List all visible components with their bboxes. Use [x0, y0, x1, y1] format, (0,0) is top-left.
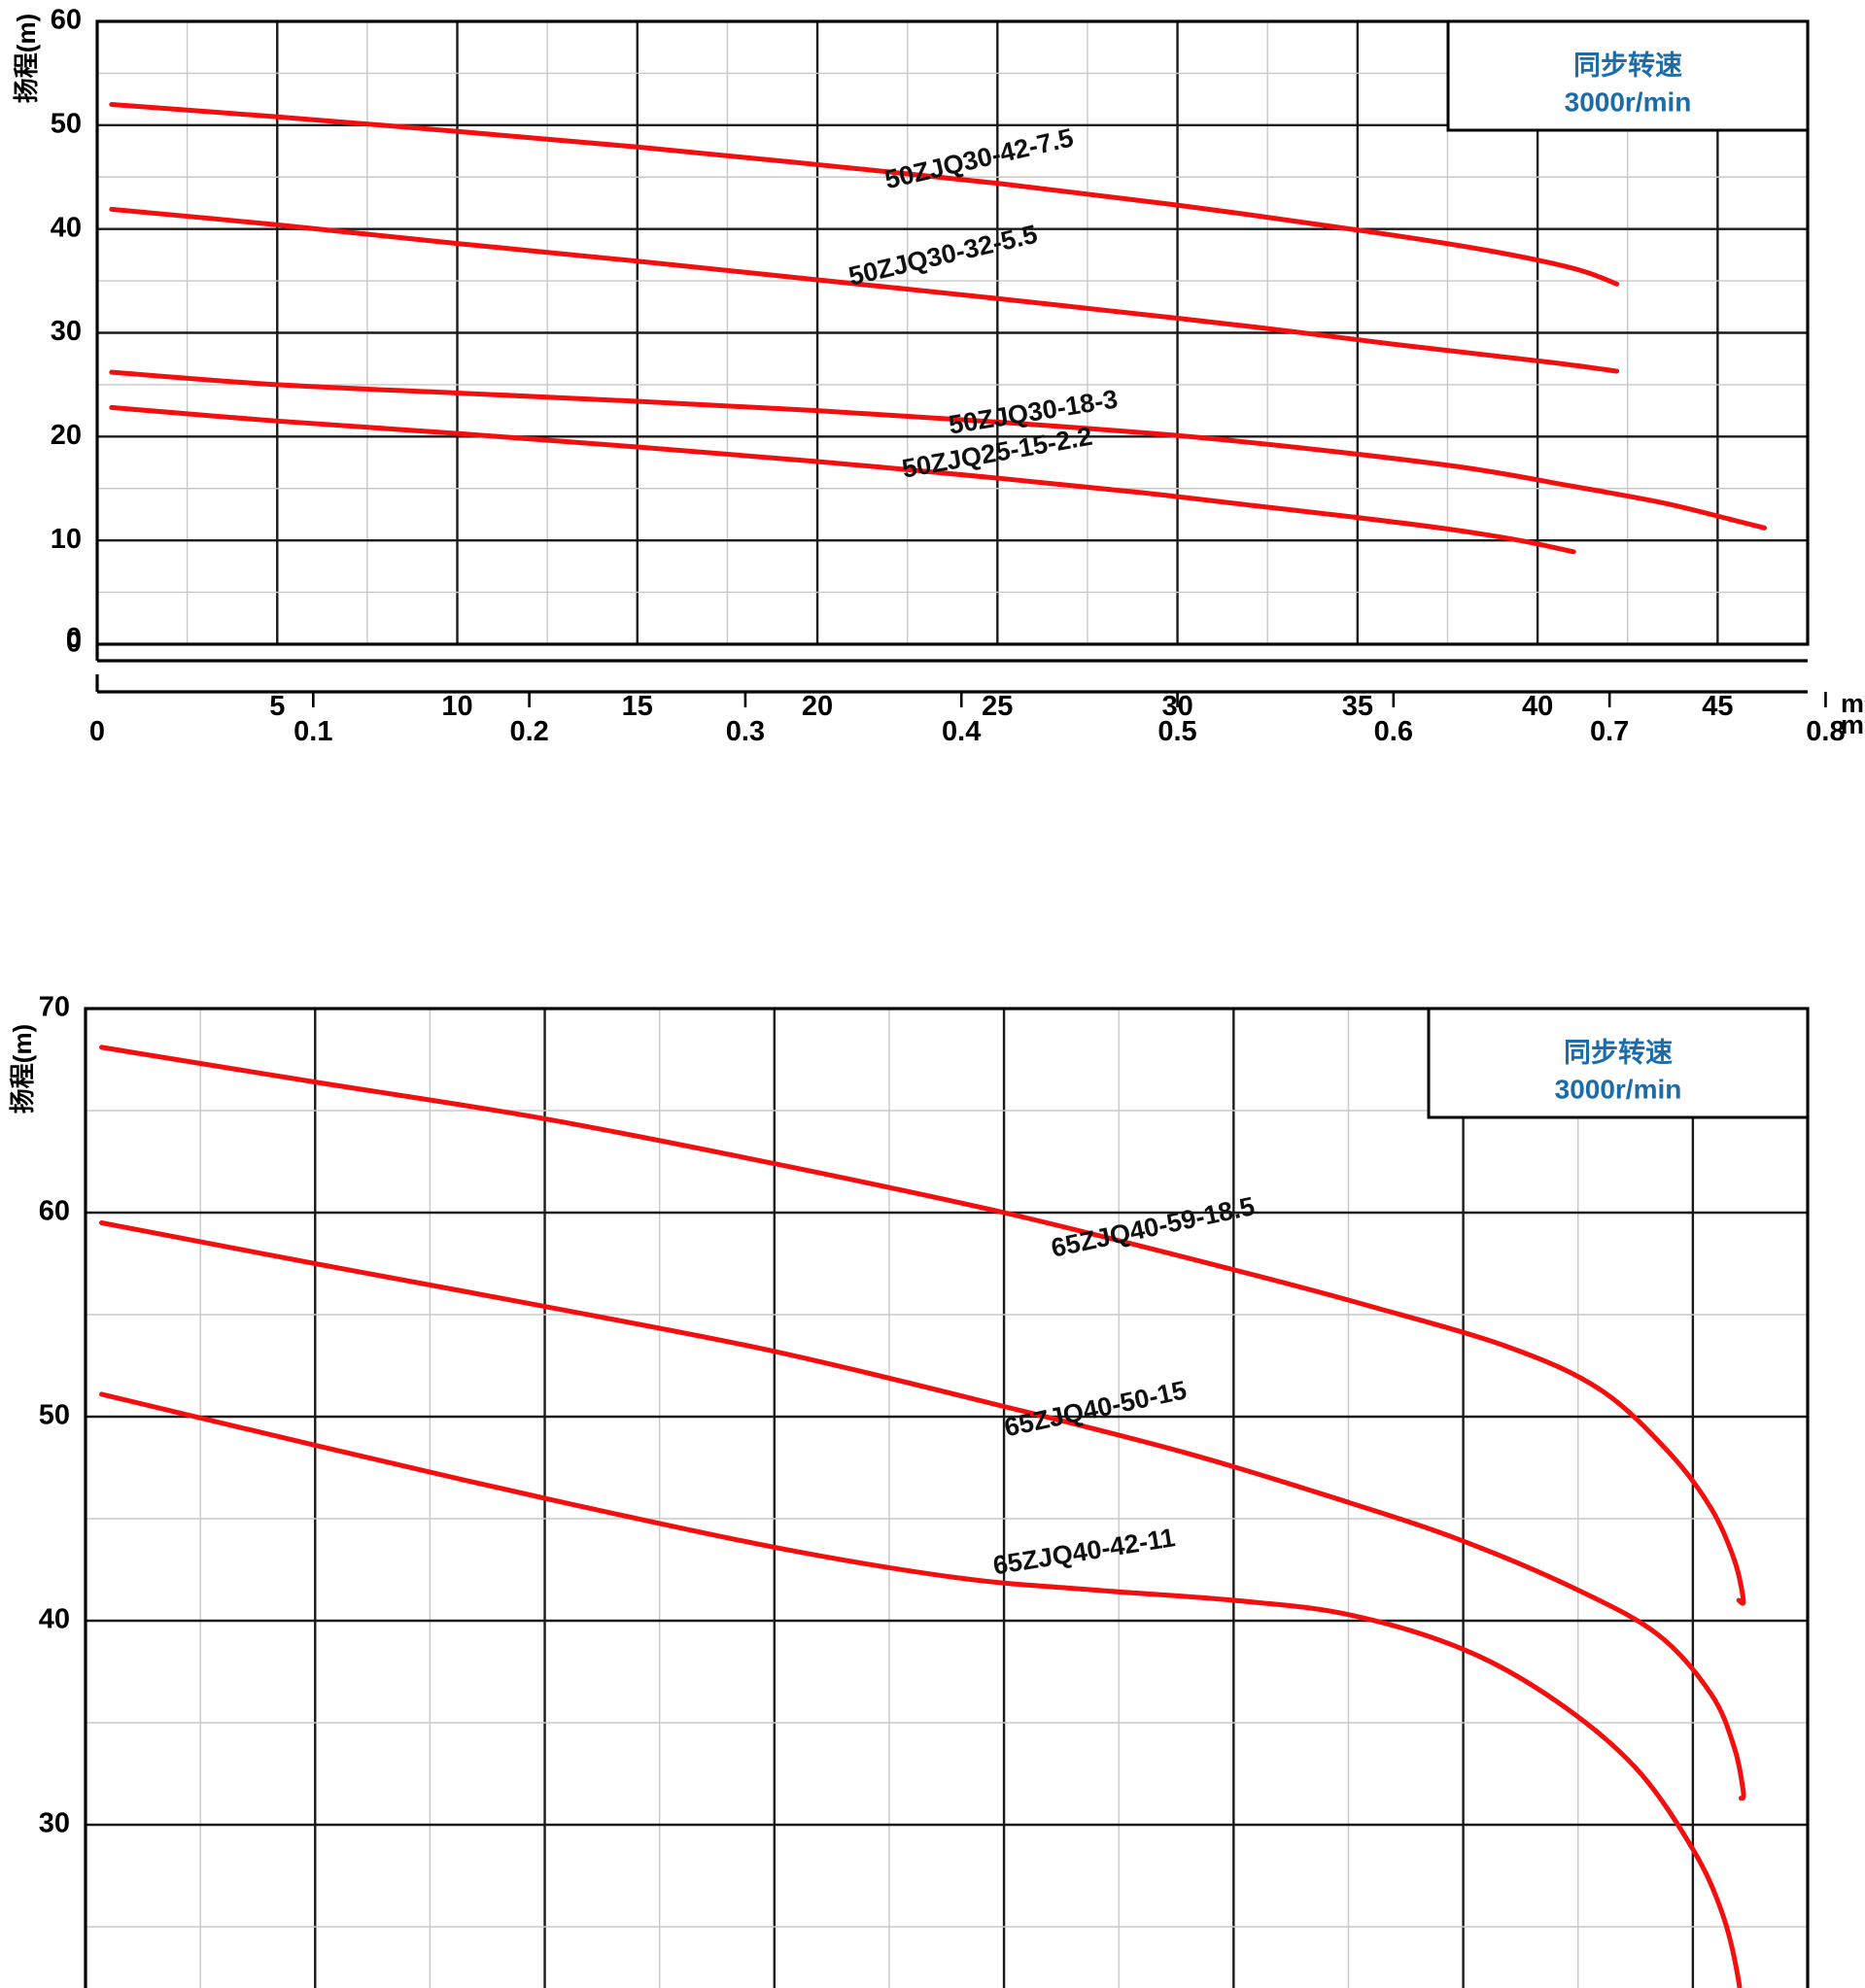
legend: 同步转速 3000r/min — [1427, 1007, 1810, 1119]
chart-65zjq-svg: 同步转速3000r/min010203040506070扬程(m)0102030… — [8, 992, 1810, 1988]
y-tick-label: 70 — [39, 992, 70, 1023]
primary-tick-label: 10 — [441, 691, 472, 722]
secondary-tick-label: 0.2 — [509, 716, 548, 747]
performance-curve — [99, 1220, 1746, 1801]
performance-curve — [109, 404, 1576, 555]
y-tick-label: 10 — [51, 524, 82, 555]
legend: 同步转速 3000r/min — [1446, 19, 1810, 132]
data-curves — [99, 1045, 1746, 1988]
y-tick-label: 20 — [51, 420, 82, 451]
gridlines — [86, 1009, 1808, 1988]
performance-curve — [109, 101, 1620, 287]
secondary-tick-label: 0.8 — [1806, 716, 1845, 747]
secondary-tick-label: 0.4 — [942, 716, 981, 747]
y-tick-label: 60 — [39, 1196, 70, 1227]
performance-curve — [109, 369, 1768, 531]
y-tick-label: 50 — [51, 108, 82, 139]
curve-label: 65ZJQ40-59-18.5 — [1049, 1191, 1258, 1263]
y-axis-title: 扬程(m) — [8, 1024, 37, 1114]
legend-speed-value: 3000r/min — [1565, 87, 1692, 118]
primary-tick-label: 20 — [802, 691, 833, 722]
y-tick-label: 40 — [39, 1604, 70, 1635]
chart-50zjq-container: 同步转速 3000r/min 0 10 20 30 40 50 60 扬程(m) 0 5 10 15 20 2… — [0, 0, 1865, 972]
primary-flow-axis: 051015202530354045m³/h — [66, 623, 1865, 722]
secondary-flow-axis: 0 0.1 0.2 0.3 0.4 0.5 0.6 0.7 0.8m³/min — [89, 674, 1865, 747]
primary-tick-label: 0 — [66, 623, 82, 654]
secondary-tick-label: 0.6 — [1374, 716, 1413, 747]
performance-curve — [99, 1391, 1743, 1988]
y-axis-ticks: 0 10 20 30 40 50 60 — [51, 5, 82, 659]
y-axis-ticks: 010203040506070 — [39, 992, 70, 1839]
y-tick-label: 60 — [51, 5, 82, 36]
plot-frame — [84, 1007, 1810, 1988]
primary-axis-unit: m³/h — [1841, 689, 1865, 718]
primary-tick-label: 15 — [622, 691, 653, 722]
curve-labels: 65ZJQ40-59-18.5 65ZJQ40-50-15 65ZJQ40-42-1… — [991, 1191, 1258, 1580]
secondary-tick-label: 0.7 — [1590, 716, 1629, 747]
y-tick-label: 30 — [51, 316, 82, 347]
legend-speed-value: 3000r/min — [1555, 1075, 1682, 1105]
performance-curve — [99, 1045, 1746, 1606]
curve-label: 65ZJQ40-50-15 — [1002, 1375, 1190, 1442]
data-curves — [109, 101, 1768, 555]
y-axis-title: 扬程(m) — [12, 14, 41, 103]
y-tick-label: 30 — [39, 1808, 70, 1839]
curve-label: 65ZJQ40-42-11 — [991, 1523, 1178, 1580]
secondary-tick-label: 0.3 — [726, 716, 765, 747]
y-tick-label: 0 — [66, 628, 82, 659]
legend-box — [1446, 19, 1810, 132]
performance-curve — [109, 206, 1620, 374]
primary-tick-label: 45 — [1702, 691, 1733, 722]
y-tick-label: 50 — [39, 1400, 70, 1431]
y-tick-label: 40 — [51, 212, 82, 243]
primary-tick-label: 40 — [1522, 691, 1553, 722]
secondary-tick-label: 0.5 — [1157, 716, 1196, 747]
chart-65zjq-container: 同步转速3000r/min010203040506070扬程(m)0102030… — [0, 991, 1865, 1988]
primary-tick-label: 35 — [1342, 691, 1373, 722]
legend-speed-label: 同步转速 — [1564, 1037, 1673, 1067]
secondary-tick-label: 0 — [89, 716, 105, 747]
legend-speed-label: 同步转速 — [1573, 50, 1682, 80]
secondary-axis-unit: m³/min — [1841, 710, 1865, 739]
primary-tick-label: 25 — [982, 691, 1013, 722]
legend-box — [1427, 1007, 1810, 1119]
chart-50zjq-svg: 同步转速 3000r/min 0 10 20 30 40 50 60 扬程(m) 0 5 10 15 20 2… — [12, 5, 1865, 747]
secondary-tick-label: 0.1 — [294, 716, 332, 747]
primary-tick-label: 5 — [269, 691, 285, 722]
plot-frame — [95, 19, 1810, 646]
